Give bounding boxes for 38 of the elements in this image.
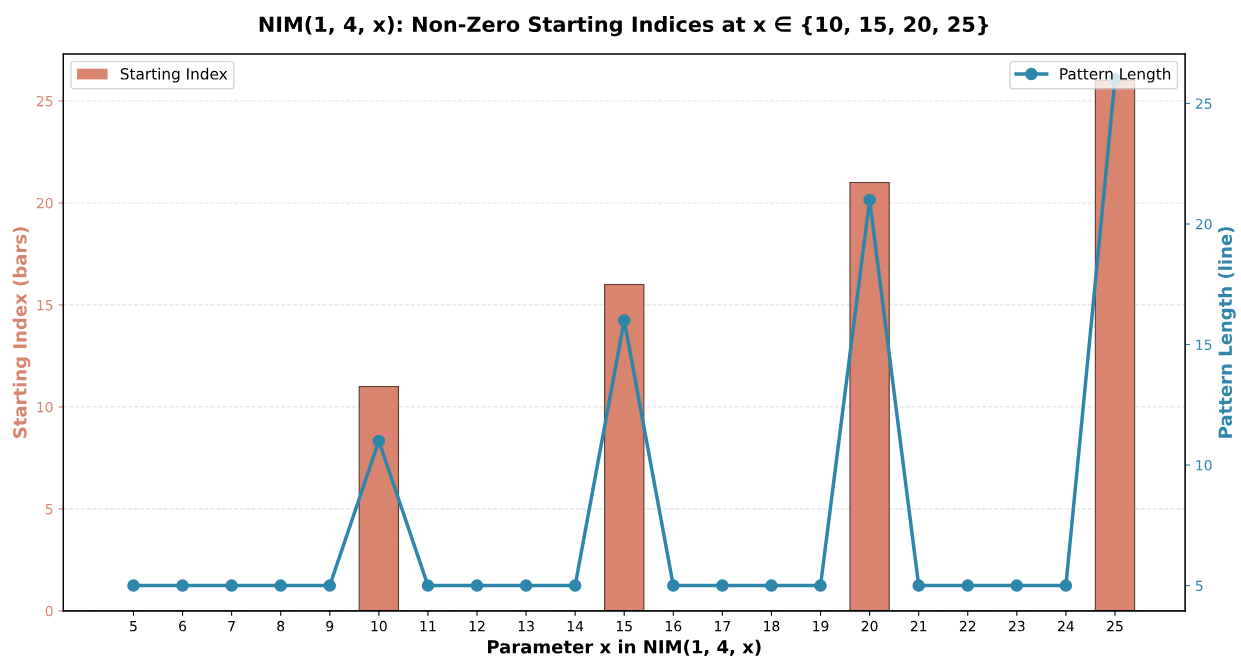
x-tick-label: 10 [371, 620, 387, 632]
legend-label: Pattern Length [1060, 67, 1171, 83]
x-axis-title: Parameter x in NIM(1, 4, x) [487, 639, 761, 656]
y2-tick-label: 10 [1196, 460, 1212, 471]
x-tick-label: 5 [130, 621, 137, 632]
x-tick-label: 11 [420, 621, 436, 632]
y-axis-title: Starting Index (bars) [12, 227, 31, 438]
y-tick-label: 20 [36, 197, 53, 209]
y2-tick-label: 15 [1196, 339, 1212, 350]
x-tick-label: 7 [228, 621, 235, 632]
x-tick-label: 22 [959, 620, 976, 632]
x-tick-label: 13 [518, 620, 534, 632]
y-tick-label: 0 [45, 605, 53, 617]
y2-axis-title: Pattern Length (line) [1218, 227, 1236, 438]
y2-tick-label: 20 [1195, 218, 1212, 230]
x-tick-label: 19 [813, 620, 829, 632]
x-tick-label: 18 [764, 620, 780, 632]
x-tick-label: 17 [715, 621, 731, 632]
x-tick-label: 25 [1107, 620, 1123, 632]
x-tick-label: 6 [179, 620, 187, 632]
chart-title: NIM(1, 4, x): Non-Zero Starting Indices at x ∈ {10, 15, 20, 25} [259, 15, 989, 37]
y2-tick-label: 5 [1195, 580, 1203, 592]
y2-tick-label: 25 [1195, 98, 1212, 109]
x-tick-label: 12 [469, 620, 485, 632]
y-tick-label: 10 [37, 401, 53, 413]
x-tick-label: 23 [1009, 620, 1025, 632]
x-tick-label: 14 [567, 621, 584, 632]
y-tick-label: 25 [36, 95, 53, 107]
legend-label: Starting Index [120, 67, 228, 83]
y-tick-label: 15 [37, 300, 53, 311]
x-tick-label: 20 [861, 620, 878, 632]
x-tick-label: 9 [326, 620, 334, 632]
x-tick-label: 8 [277, 620, 285, 632]
x-tick-label: 21 [910, 620, 927, 632]
y-tick-label: 5 [45, 504, 53, 515]
x-tick-label: 15 [616, 621, 632, 632]
x-tick-label: 24 [1058, 620, 1074, 632]
x-tick-label: 16 [665, 620, 682, 632]
